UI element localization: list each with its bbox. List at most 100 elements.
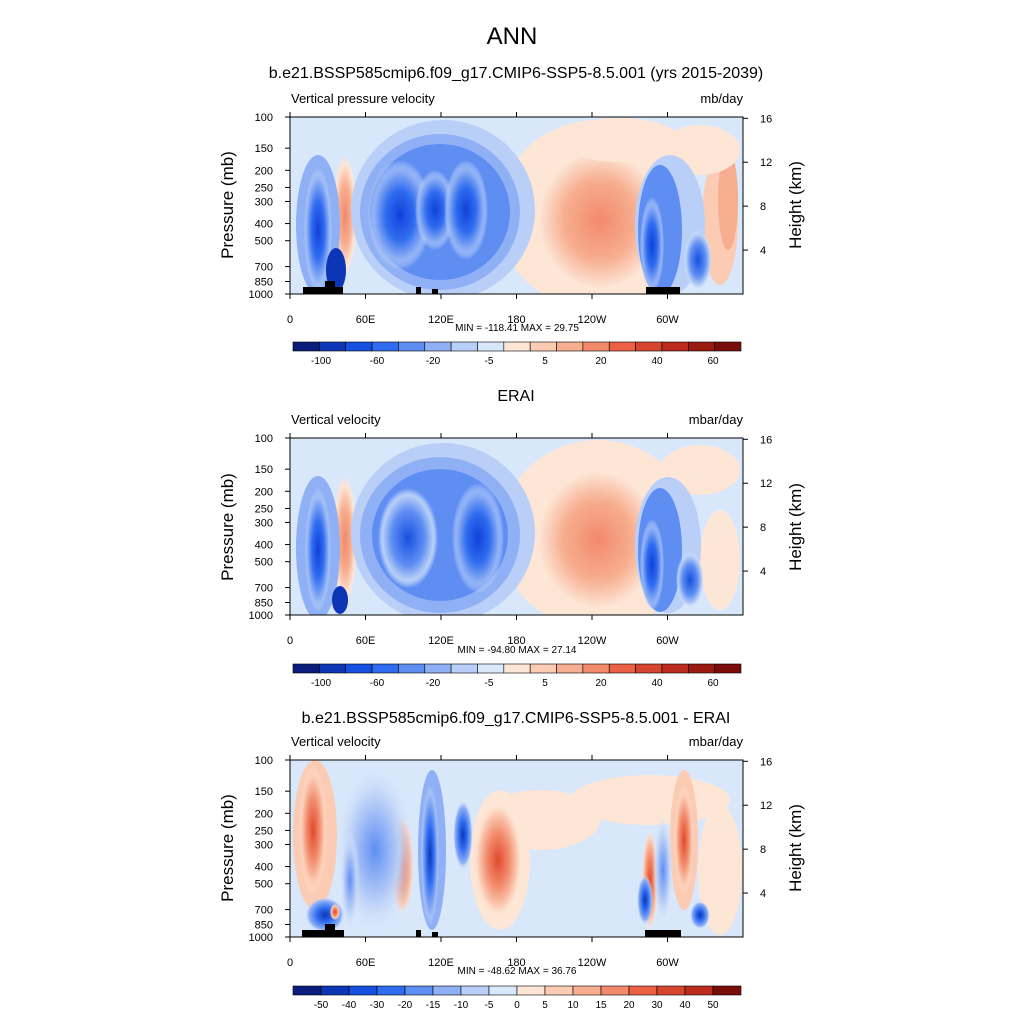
colorbar-swatch bbox=[398, 663, 426, 674]
colorbar-swatch bbox=[628, 985, 658, 996]
colorbar-label: 0 bbox=[514, 1000, 520, 1011]
colorbar-swatch bbox=[320, 985, 350, 996]
colorbar-swatch bbox=[371, 663, 399, 674]
colorbar-swatch bbox=[348, 985, 378, 996]
height-tick-label: 4 bbox=[760, 566, 766, 578]
y-tick-label: 850 bbox=[255, 598, 273, 610]
y-tick-label: 1000 bbox=[249, 932, 273, 944]
panel-3: b.e21.BSSP585cmip6.f09_g17.CMIP6-SSP5-8.… bbox=[218, 710, 805, 1011]
y-tick-label: 1000 bbox=[249, 610, 273, 622]
colorbar-label: 20 bbox=[595, 678, 607, 689]
y-tick-label: 400 bbox=[255, 219, 273, 231]
y-axis-label: Pressure (mb) bbox=[218, 151, 237, 259]
colorbar-label: -20 bbox=[398, 1000, 413, 1011]
variable-label: Vertical pressure velocity bbox=[291, 91, 435, 106]
colorbar-swatch bbox=[376, 985, 406, 996]
x-tick-label: 120W bbox=[578, 957, 607, 969]
height-tick-label: 8 bbox=[760, 844, 766, 856]
colorbar-label: -5 bbox=[485, 356, 494, 367]
colorbar-swatch bbox=[450, 341, 478, 352]
y-tick-label: 300 bbox=[255, 839, 273, 851]
heatmap-field bbox=[290, 438, 743, 615]
stats-text: MIN = -48.62 MAX = 36.76 bbox=[458, 966, 577, 977]
x-axis: 0 60E 120E 180 120W 60W bbox=[287, 433, 679, 647]
x-axis: 0 60E 120E 180 120W 60W bbox=[287, 112, 679, 326]
units-label: mb/day bbox=[700, 91, 743, 106]
y-tick-label: 850 bbox=[255, 277, 273, 289]
colorbar-label: -60 bbox=[370, 356, 385, 367]
y-axis-label-right: Height (km) bbox=[786, 804, 805, 892]
colorbar-label: -10 bbox=[454, 1000, 469, 1011]
colorbar-swatch bbox=[424, 663, 452, 674]
x-tick-label: 0 bbox=[287, 635, 293, 647]
y-axis-height: 16 12 8 4 bbox=[743, 756, 772, 900]
units-label: mbar/day bbox=[689, 412, 744, 427]
x-tick-label: 60E bbox=[356, 314, 376, 326]
colorbar-swatch bbox=[582, 663, 610, 674]
colorbar-label: -50 bbox=[314, 1000, 329, 1011]
y-tick-label: 100 bbox=[255, 755, 273, 767]
colorbar-swatch bbox=[529, 663, 557, 674]
colorbar-label: -5 bbox=[485, 1000, 494, 1011]
colorbar-label: 60 bbox=[707, 356, 719, 367]
panel-2: ERAI Vertical velocity mbar/day 0 60E 120E… bbox=[218, 388, 805, 689]
colorbar-swatch bbox=[582, 341, 610, 352]
y-tick-label: 500 bbox=[255, 236, 273, 248]
colorbar-swatch bbox=[544, 985, 574, 996]
x-tick-label: 120E bbox=[428, 314, 454, 326]
height-tick-label: 12 bbox=[760, 800, 772, 812]
colorbar-swatch bbox=[488, 985, 518, 996]
panel-1: b.e21.BSSP585cmip6.f09_g17.CMIP6-SSP5-8.… bbox=[218, 65, 805, 367]
colorbar-swatch bbox=[635, 663, 663, 674]
heatmap-field bbox=[290, 760, 743, 937]
colorbar: -100 -60 -20 -5 5 20 40 60 bbox=[292, 663, 742, 689]
y-tick-label: 700 bbox=[255, 905, 273, 917]
y-tick-label: 500 bbox=[255, 557, 273, 569]
colorbar-label: 20 bbox=[595, 356, 607, 367]
y-axis-height: 16 12 8 4 bbox=[743, 434, 772, 578]
colorbar-swatch bbox=[477, 663, 505, 674]
colorbar-swatch bbox=[635, 341, 663, 352]
colorbar-swatch bbox=[319, 663, 347, 674]
colorbar-label: -5 bbox=[485, 678, 494, 689]
y-axis-height: 16 12 8 4 bbox=[743, 113, 772, 257]
colorbar-label: -20 bbox=[426, 356, 441, 367]
colorbar-swatch bbox=[684, 985, 714, 996]
y-tick-label: 100 bbox=[255, 433, 273, 445]
colorbar-swatch bbox=[503, 341, 531, 352]
colorbar-label: 40 bbox=[651, 356, 663, 367]
y-tick-label: 500 bbox=[255, 879, 273, 891]
colorbar-swatch bbox=[661, 341, 689, 352]
colorbar-swatch bbox=[345, 663, 373, 674]
panel-title: b.e21.BSSP585cmip6.f09_g17.CMIP6-SSP5-8.… bbox=[302, 710, 731, 727]
panel-title: ERAI bbox=[497, 388, 534, 405]
y-tick-label: 300 bbox=[255, 196, 273, 208]
colorbar-swatch bbox=[424, 341, 452, 352]
heatmap-field bbox=[290, 117, 743, 294]
y-axis-label-right: Height (km) bbox=[786, 483, 805, 571]
colorbar-label: -30 bbox=[370, 1000, 385, 1011]
colorbar-label: 30 bbox=[651, 1000, 663, 1011]
colorbar-label: 50 bbox=[707, 1000, 719, 1011]
height-tick-label: 4 bbox=[760, 245, 766, 257]
colorbar-label: -100 bbox=[311, 356, 331, 367]
figure-title: ANN bbox=[487, 23, 538, 50]
colorbar-label: -40 bbox=[342, 1000, 357, 1011]
x-tick-label: 60E bbox=[356, 957, 376, 969]
height-tick-label: 12 bbox=[760, 157, 772, 169]
colorbar-swatch bbox=[404, 985, 434, 996]
colorbar-swatch bbox=[556, 341, 584, 352]
colorbar-swatch bbox=[687, 663, 715, 674]
height-tick-label: 16 bbox=[760, 434, 772, 446]
colorbar-swatch bbox=[292, 341, 320, 352]
x-tick-label: 60W bbox=[656, 957, 679, 969]
colorbar-swatch bbox=[661, 663, 689, 674]
colorbar-label: 20 bbox=[623, 1000, 635, 1011]
colorbar: -100 -60 -20 -5 5 20 40 60 bbox=[292, 341, 742, 367]
colorbar-label: -100 bbox=[311, 678, 331, 689]
y-tick-label: 150 bbox=[255, 464, 273, 476]
variable-label: Vertical velocity bbox=[291, 734, 381, 749]
x-tick-label: 120W bbox=[578, 635, 607, 647]
